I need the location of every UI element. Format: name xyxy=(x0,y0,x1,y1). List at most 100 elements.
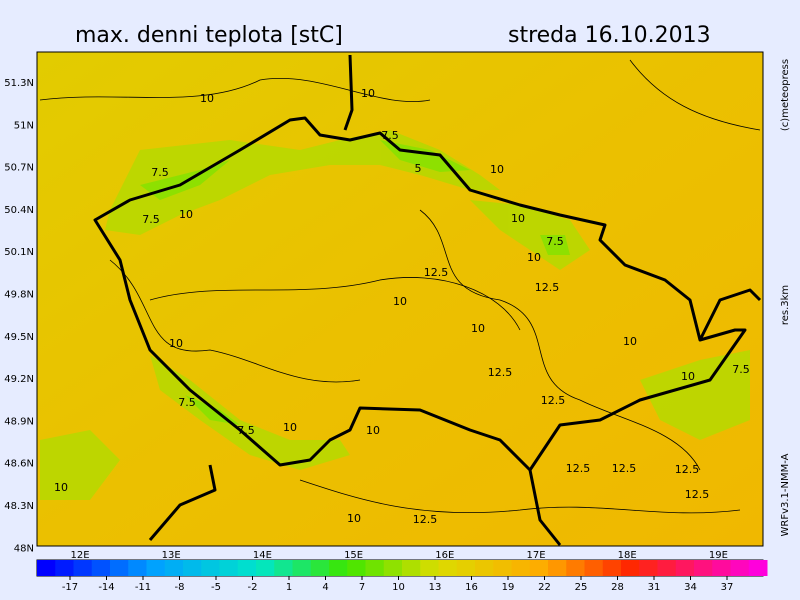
contour-label: 10 xyxy=(681,370,695,383)
contour-label: 10 xyxy=(179,208,193,221)
lon-label: 16E xyxy=(435,550,454,561)
colorbar-cell xyxy=(493,560,512,576)
contour-label: 10 xyxy=(347,512,361,525)
colorbar-cell xyxy=(712,560,731,576)
colorbar-cell xyxy=(128,560,147,576)
lon-label: 18E xyxy=(618,550,637,561)
colorbar-tick-label: -2 xyxy=(248,582,258,593)
contour-label: 10 xyxy=(527,251,541,264)
contour-label: 12.5 xyxy=(675,463,700,476)
colorbar-cell xyxy=(402,560,421,576)
colorbar-tick-label: -14 xyxy=(98,582,114,593)
colorbar-tick-label: 34 xyxy=(684,582,697,593)
colorbar-cell xyxy=(91,560,111,576)
lat-label: 48.3N xyxy=(4,501,34,512)
colorbar-cell xyxy=(694,560,713,576)
contour-label: 10 xyxy=(169,337,183,350)
contour-label: 10 xyxy=(366,424,380,437)
lon-label: 13E xyxy=(162,550,181,561)
colorbar-cell xyxy=(37,560,56,576)
lat-label: 48.9N xyxy=(4,416,34,427)
colorbar-tick-label: 1 xyxy=(286,582,292,593)
colorbar-cell xyxy=(329,560,348,576)
colorbar-tick-label: -11 xyxy=(135,582,151,593)
colorbar-cell xyxy=(621,560,640,576)
colorbar-cell xyxy=(365,560,385,576)
lon-label: 12E xyxy=(70,550,89,561)
contour-label: 7.5 xyxy=(237,424,255,437)
colorbar-tick-label: -5 xyxy=(211,582,221,593)
side-label: (c)meteopress xyxy=(780,59,791,131)
lat-label: 50.4N xyxy=(4,205,34,216)
lon-label: 17E xyxy=(526,550,545,561)
contour-label: 12.5 xyxy=(424,266,449,279)
lat-label: 49.5N xyxy=(4,332,34,343)
colorbar-cell xyxy=(675,560,695,576)
colorbar-cell xyxy=(201,560,220,576)
colorbar-tick-label: 31 xyxy=(648,582,661,593)
colorbar-cell xyxy=(511,560,531,576)
contour-label: 10 xyxy=(623,335,637,348)
colorbar-tick-label: -8 xyxy=(175,582,185,593)
colorbar-tick-label: 22 xyxy=(538,582,551,593)
contour-label: 10 xyxy=(200,92,214,105)
colorbar-cell xyxy=(438,560,458,576)
colorbar-cell xyxy=(529,560,549,576)
contour-label: 12.5 xyxy=(685,488,710,501)
colorbar-cell xyxy=(55,560,74,576)
colorbar-cell xyxy=(566,560,585,576)
contour-label: 12.5 xyxy=(413,513,438,526)
colorbar-cell xyxy=(110,560,129,576)
contours xyxy=(39,59,761,514)
date: streda 16.10.2013 xyxy=(508,23,711,48)
side-label: WRFv3.1-NMM-A xyxy=(780,453,791,536)
contour-label: 7.5 xyxy=(381,129,399,142)
lat-label: 51.3N xyxy=(4,78,34,89)
colorbar-cell xyxy=(383,560,403,576)
contour-label: 7.5 xyxy=(151,166,169,179)
colorbar-tick-label: -17 xyxy=(62,582,78,593)
lat-label: 50.1N xyxy=(4,247,34,258)
colorbar-tick-label: 19 xyxy=(502,582,515,593)
colorbar-cell xyxy=(183,560,202,576)
colorbar-cell xyxy=(639,560,658,576)
colorbar-cell xyxy=(730,560,750,576)
colorbar-tick-label: 28 xyxy=(611,582,624,593)
title: max. denni teplota [stC] xyxy=(75,23,343,48)
contour-label: 10 xyxy=(54,481,68,494)
contour-label: 12.5 xyxy=(566,462,591,475)
colorbar-tick-label: 13 xyxy=(429,582,442,593)
colorbar-cell xyxy=(73,560,93,576)
contour-label: 5 xyxy=(415,162,422,175)
lat-label: 50.7N xyxy=(4,163,34,174)
borders xyxy=(93,54,762,546)
colorbar-cell xyxy=(146,560,166,576)
colorbar-cell xyxy=(310,560,330,576)
colorbar-tick-label: 25 xyxy=(575,582,588,593)
contour-label: 10 xyxy=(511,212,525,225)
colorbar-cell xyxy=(420,560,439,576)
contour-label: 12.5 xyxy=(488,366,513,379)
colorbar-cell xyxy=(475,560,494,576)
lat-label: 48N xyxy=(14,543,34,554)
colorbar-tick-label: 37 xyxy=(721,582,734,593)
colorbar-cell xyxy=(456,560,476,576)
contour-label: 10 xyxy=(283,421,297,434)
colorbar-cell xyxy=(347,560,366,576)
colorbar-tick-label: 4 xyxy=(322,582,328,593)
contour-label: 10 xyxy=(471,322,485,335)
contour-label: 10 xyxy=(393,295,407,308)
lon-label: 15E xyxy=(344,550,363,561)
lon-label: 14E xyxy=(253,550,272,561)
colorbar-cell xyxy=(584,560,604,576)
lat-label: 49.8N xyxy=(4,290,34,301)
lat-label: 48.6N xyxy=(4,459,34,470)
contour-label: 10 xyxy=(490,163,504,176)
colorbar-cell xyxy=(657,560,677,576)
colorbar-cell xyxy=(602,560,622,576)
colorbar-cell xyxy=(748,560,768,576)
lat-label: 51N xyxy=(14,120,34,131)
colorbar-tick-label: 10 xyxy=(392,582,405,593)
colorbar-cell xyxy=(256,560,275,576)
